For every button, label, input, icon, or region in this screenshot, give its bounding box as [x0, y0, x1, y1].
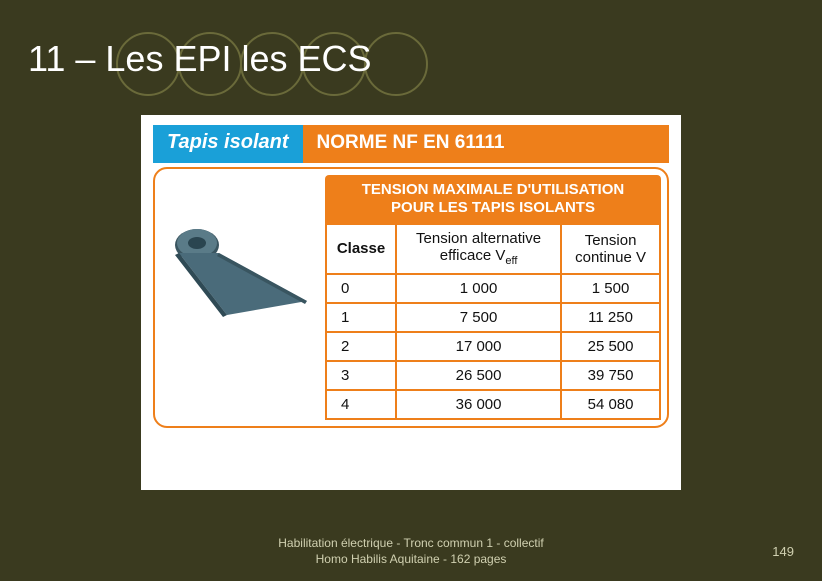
cell-vcont: 25 500: [561, 332, 660, 361]
col-valt-sub: eff: [505, 255, 517, 267]
cell-vcont: 11 250: [561, 303, 660, 332]
cell-valt: 17 000: [396, 332, 561, 361]
table-container: TENSION MAXIMALE D'UTILISATION POUR LES …: [325, 175, 661, 420]
table-title-line1: TENSION MAXIMALE D'UTILISATION: [362, 181, 624, 198]
product-image: [161, 175, 319, 420]
content-card: Tapis isolant NORME NF EN 61111 TENSION …: [141, 115, 681, 490]
cell-classe: 1: [326, 303, 396, 332]
table-row: 326 50039 750: [326, 361, 660, 390]
slide-title: 11 – Les EPI les ECS: [28, 38, 372, 80]
table-row: 01 0001 500: [326, 274, 660, 303]
table-body: 01 0001 50017 50011 250217 00025 500326 …: [326, 274, 660, 419]
col-valt-line1: Tension alternative: [416, 230, 541, 247]
col-vcont-line1: Tension: [585, 232, 637, 249]
footer-line2: Homo Habilis Aquitaine - 162 pages: [316, 552, 507, 566]
circle-icon: [364, 32, 428, 96]
cell-vcont: 1 500: [561, 274, 660, 303]
cell-valt: 1 000: [396, 274, 561, 303]
col-vcont-line2: continue V: [575, 249, 646, 266]
table-title: TENSION MAXIMALE D'UTILISATION POUR LES …: [325, 175, 661, 223]
col-valt: Tension alternative efficace Veff: [396, 224, 561, 274]
mat-icon: [165, 205, 315, 325]
cell-vcont: 54 080: [561, 390, 660, 419]
cell-classe: 2: [326, 332, 396, 361]
footer-text: Habilitation électrique - Tronc commun 1…: [0, 535, 822, 567]
header-left-label: Tapis isolant: [153, 125, 303, 163]
cell-classe: 4: [326, 390, 396, 419]
table-row: 436 00054 080: [326, 390, 660, 419]
table-row: 17 50011 250: [326, 303, 660, 332]
footer-line1: Habilitation électrique - Tronc commun 1…: [278, 536, 543, 550]
table-title-line2: POUR LES TAPIS ISOLANTS: [391, 199, 595, 216]
cell-valt: 26 500: [396, 361, 561, 390]
header-right-label: NORME NF EN 61111: [303, 125, 669, 163]
cell-valt: 36 000: [396, 390, 561, 419]
voltage-table: Classe Tension alternative efficace Veff…: [325, 223, 661, 420]
inner-box: TENSION MAXIMALE D'UTILISATION POUR LES …: [153, 167, 669, 428]
cell-valt: 7 500: [396, 303, 561, 332]
cell-classe: 0: [326, 274, 396, 303]
cell-vcont: 39 750: [561, 361, 660, 390]
col-classe: Classe: [326, 224, 396, 274]
col-valt-line2: efficace V: [440, 247, 506, 264]
table-row: 217 00025 500: [326, 332, 660, 361]
col-vcont: Tension continue V: [561, 224, 660, 274]
cell-classe: 3: [326, 361, 396, 390]
page-number: 149: [772, 544, 794, 559]
card-header: Tapis isolant NORME NF EN 61111: [153, 125, 669, 163]
